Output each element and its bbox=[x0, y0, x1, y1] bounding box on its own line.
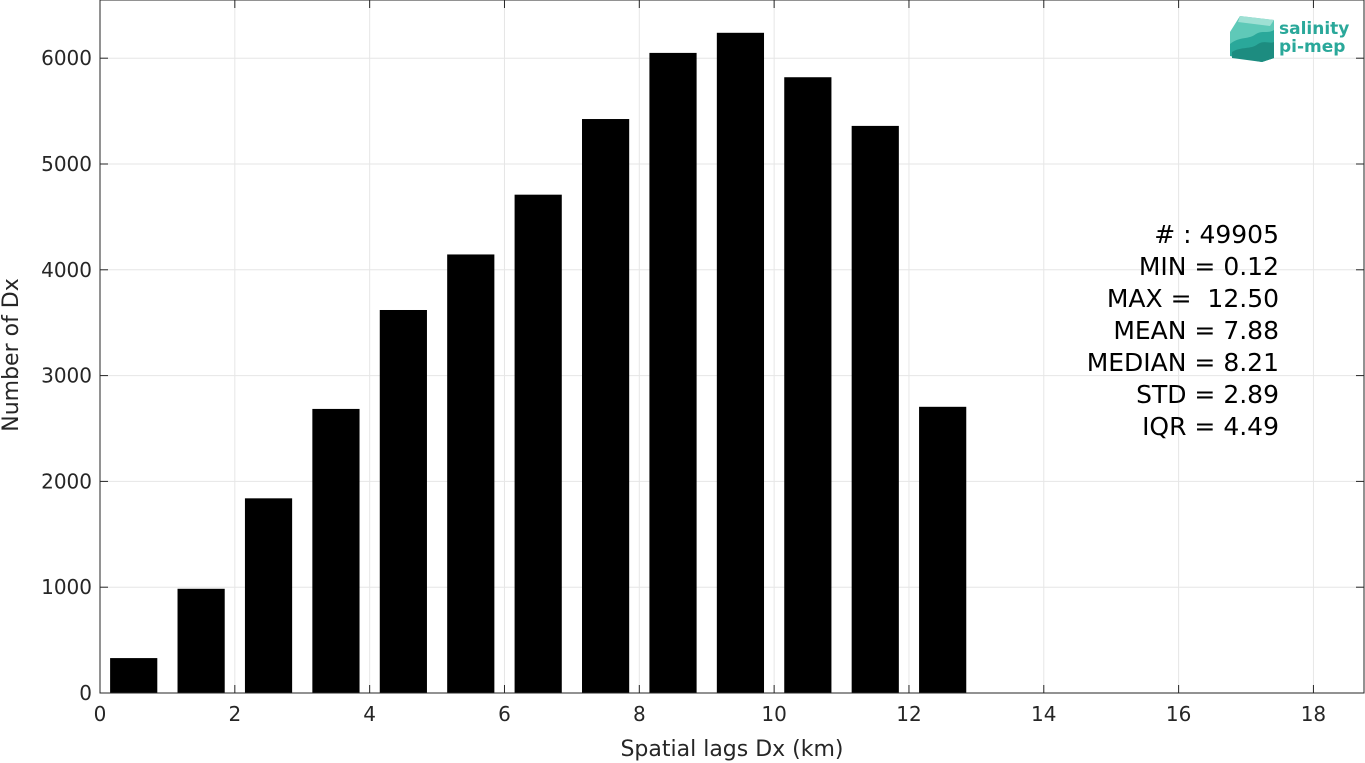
stat-iqr: IQR = 4.49 bbox=[1142, 412, 1279, 441]
y-tick-label: 3000 bbox=[41, 364, 92, 388]
x-tick-label: 0 bbox=[94, 702, 107, 726]
stat-std: STD = 2.89 bbox=[1136, 380, 1279, 409]
x-tick-label: 16 bbox=[1166, 702, 1191, 726]
histogram-bar bbox=[851, 125, 899, 694]
histogram-bar bbox=[177, 588, 225, 693]
y-tick-label: 6000 bbox=[41, 46, 92, 70]
x-tick-label: 12 bbox=[896, 702, 921, 726]
y-tick-label: 5000 bbox=[41, 152, 92, 176]
histogram-bar bbox=[784, 77, 832, 694]
x-tick-label: 4 bbox=[363, 702, 376, 726]
histogram-bar bbox=[244, 498, 293, 693]
y-tick-label: 4000 bbox=[41, 258, 92, 282]
histogram-bar bbox=[379, 309, 427, 693]
plot-frame bbox=[99, 0, 1365, 694]
histogram-bar bbox=[716, 32, 765, 694]
stat-count: # : 49905 bbox=[1154, 220, 1279, 249]
y-axis-label: Number of Dx bbox=[0, 278, 24, 432]
x-axis-ticks: 0 2 4 6 8 10 12 14 16 18 bbox=[94, 0, 1326, 726]
x-tick-label: 2 bbox=[228, 702, 241, 726]
bars bbox=[110, 32, 967, 694]
histogram-bar bbox=[110, 658, 158, 693]
logo-line-1: salinity bbox=[1279, 19, 1349, 39]
histogram-bar bbox=[514, 194, 562, 693]
x-axis-label: Spatial lags Dx (km) bbox=[620, 737, 843, 762]
y-tick-label: 2000 bbox=[41, 469, 92, 493]
histogram-bar bbox=[582, 119, 630, 693]
histogram-bar bbox=[447, 254, 495, 693]
x-tick-label: 10 bbox=[761, 702, 786, 726]
stats-annotation: # : 49905 MIN = 0.12 MAX = 12.50 MEAN = … bbox=[1087, 220, 1279, 441]
x-tick-label: 14 bbox=[1031, 702, 1056, 726]
stat-min: MIN = 0.12 bbox=[1139, 252, 1279, 281]
histogram-bar bbox=[919, 406, 967, 693]
stat-max: MAX = 12.50 bbox=[1107, 284, 1279, 313]
histogram-bar bbox=[649, 52, 697, 694]
x-tick-label: 18 bbox=[1301, 702, 1326, 726]
stat-mean: MEAN = 7.88 bbox=[1113, 316, 1279, 345]
histogram-bar bbox=[312, 408, 360, 693]
y-tick-label: 0 bbox=[79, 681, 92, 705]
y-axis-ticks: 0 1000 2000 3000 4000 5000 6000 bbox=[41, 46, 1364, 705]
logo-line-2: pi-mep bbox=[1279, 37, 1345, 57]
salinity-pimep-logo: salinity pi-mep bbox=[1230, 16, 1349, 62]
stat-median: MEDIAN = 8.21 bbox=[1087, 348, 1279, 377]
y-tick-label: 1000 bbox=[41, 575, 92, 599]
wave-logo-icon bbox=[1230, 16, 1274, 62]
x-tick-label: 8 bbox=[633, 702, 646, 726]
x-tick-label: 6 bbox=[498, 702, 511, 726]
